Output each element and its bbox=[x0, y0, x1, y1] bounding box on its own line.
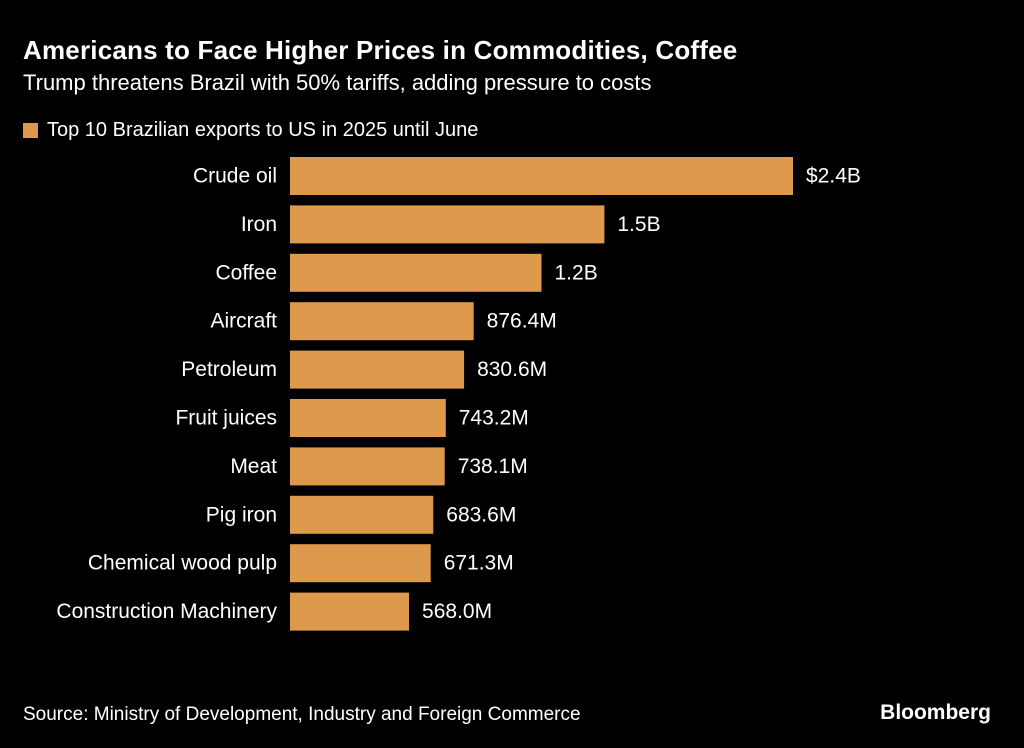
category-label: Aircraft bbox=[210, 310, 277, 333]
value-label: $2.4B bbox=[806, 165, 861, 188]
value-label: 683.6M bbox=[446, 503, 516, 526]
category-label: Iron bbox=[241, 213, 277, 236]
bar bbox=[290, 253, 542, 292]
category-label: Petroleum bbox=[181, 358, 277, 381]
value-label: 1.5B bbox=[617, 213, 660, 236]
value-label: 830.6M bbox=[477, 358, 547, 381]
value-label: 568.0M bbox=[422, 600, 492, 623]
bar bbox=[290, 205, 605, 244]
value-label: 671.3M bbox=[444, 552, 514, 575]
category-label: Fruit juices bbox=[175, 407, 277, 430]
category-label: Meat bbox=[230, 455, 277, 478]
category-label: Chemical wood pulp bbox=[88, 552, 277, 575]
bar bbox=[290, 592, 410, 631]
source-note: Source: Ministry of Development, Industr… bbox=[23, 704, 581, 725]
chart-legend: Top 10 Brazilian exports to US in 2025 u… bbox=[23, 118, 478, 142]
bar bbox=[290, 302, 474, 341]
category-label: Construction Machinery bbox=[56, 600, 277, 623]
legend-swatch bbox=[23, 122, 38, 138]
bar bbox=[290, 350, 465, 389]
value-label: 743.2M bbox=[459, 407, 529, 430]
bar bbox=[290, 495, 434, 534]
value-label: 876.4M bbox=[487, 310, 557, 333]
bar bbox=[290, 157, 793, 195]
bloomberg-logo: Bloomberg bbox=[880, 701, 991, 724]
chart-title: Americans to Face Higher Prices in Commo… bbox=[23, 35, 738, 65]
value-label: 1.2B bbox=[555, 261, 598, 284]
bar bbox=[290, 399, 446, 437]
category-label: Crude oil bbox=[193, 165, 277, 188]
legend-label: Top 10 Brazilian exports to US in 2025 u… bbox=[47, 118, 479, 141]
chart-subtitle: Trump threatens Brazil with 50% tariffs,… bbox=[23, 70, 652, 95]
category-label: Pig iron bbox=[206, 503, 277, 526]
bar bbox=[290, 447, 445, 486]
value-label: 738.1M bbox=[458, 455, 528, 478]
category-label: Coffee bbox=[216, 261, 278, 284]
bar bbox=[290, 544, 431, 583]
